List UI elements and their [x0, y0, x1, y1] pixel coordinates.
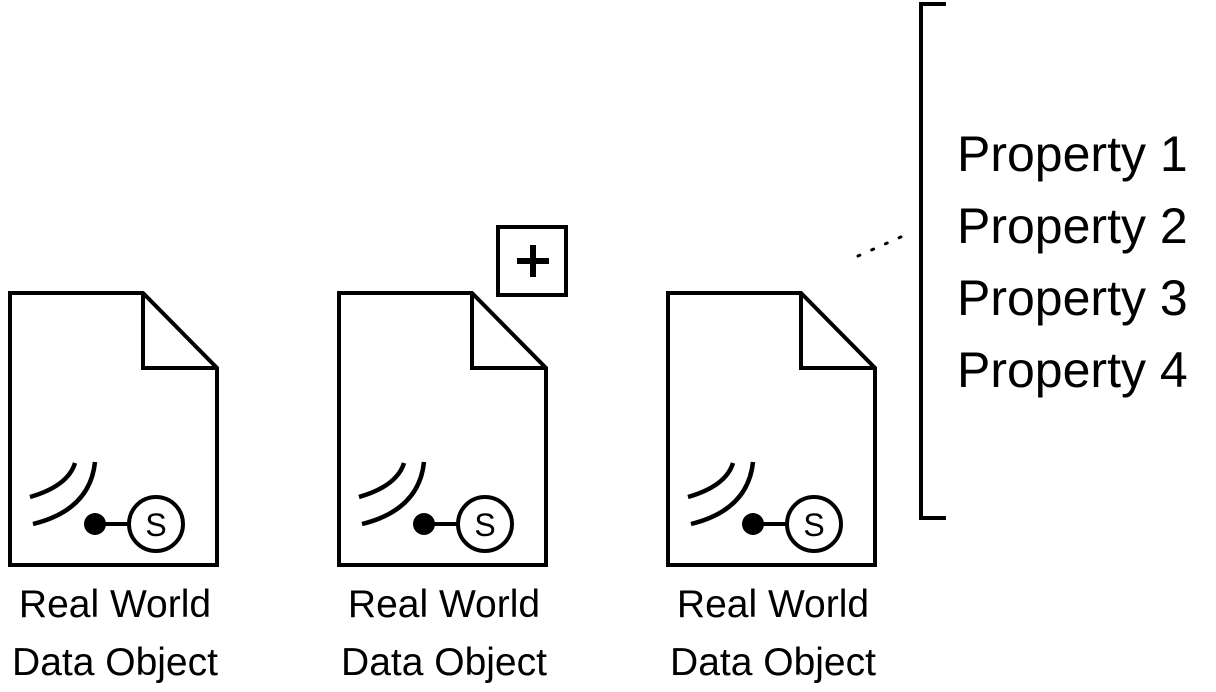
label-line-1: Real World: [347, 583, 541, 626]
data-object-1: S: [8, 291, 219, 567]
label-line-1: Real World: [676, 583, 870, 626]
plus-icon: [496, 225, 568, 297]
data-object-label: Real World Data Object: [623, 576, 923, 692]
association-line: [856, 234, 905, 258]
sensor-label: S: [803, 507, 824, 543]
page-fold: [141, 293, 217, 370]
sensor-signal-icon: S: [687, 461, 843, 553]
data-object-3: S: [666, 291, 877, 567]
sensor-label: S: [145, 507, 166, 543]
property-item: Property 2: [957, 198, 1188, 254]
property-annotation: Property 1 Property 2 Property 3 Propert…: [957, 118, 1188, 406]
property-item: Property 1: [957, 126, 1188, 182]
sensor-label: S: [474, 507, 495, 543]
data-object-label: Real World Data Object: [294, 576, 594, 692]
page-fold: [799, 293, 875, 370]
label-line-2: Data Object: [12, 641, 218, 684]
document-icon: [8, 291, 219, 567]
sensor-signal-icon: S: [29, 461, 185, 553]
label-line-2: Data Object: [341, 641, 547, 684]
sensor-signal-icon: S: [358, 461, 514, 553]
page-fold: [470, 293, 546, 370]
property-item: Property 4: [957, 342, 1188, 398]
data-object-label: Real World Data Object: [0, 576, 265, 692]
label-line-1: Real World: [18, 583, 212, 626]
label-line-2: Data Object: [670, 641, 876, 684]
property-item: Property 3: [957, 270, 1188, 326]
bracket-icon: [919, 2, 946, 520]
document-icon: [337, 291, 548, 567]
data-object-2: S: [337, 225, 568, 567]
document-icon: [666, 291, 877, 567]
